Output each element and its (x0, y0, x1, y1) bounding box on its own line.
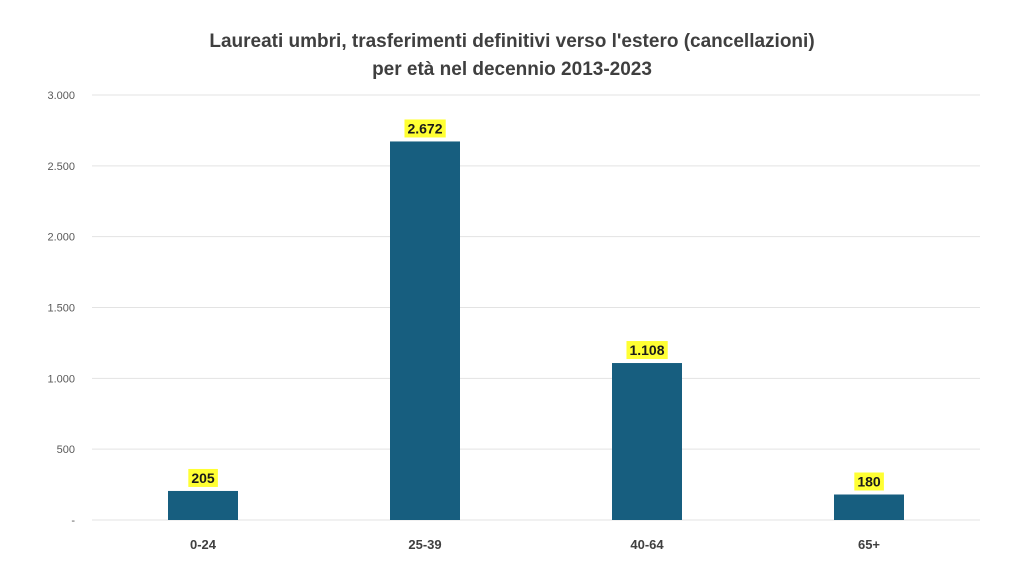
y-tick-label: 500 (57, 444, 75, 456)
bar (168, 490, 238, 520)
data-label-text: 1.108 (629, 342, 664, 358)
y-tick-label: 1.000 (47, 373, 75, 385)
data-label-text: 205 (191, 470, 215, 486)
data-label-highlight (188, 468, 218, 487)
chart-title-line-2: per età nel decennio 2013-2023 (372, 59, 652, 80)
data-label: 2.672 (404, 119, 446, 138)
x-axis-categories: 0-24 25-39 40-64 65+ (190, 537, 880, 552)
bar (834, 494, 904, 520)
data-label: 1.108 (626, 341, 668, 360)
data-label-highlight (626, 341, 668, 360)
x-category-label: 40-64 (630, 537, 664, 552)
y-tick-label: 3.000 (47, 90, 75, 102)
bar (612, 363, 682, 520)
gridlines (92, 94, 980, 521)
data-label-text: 180 (857, 474, 881, 490)
y-tick-label: 2.000 (47, 232, 75, 244)
x-category-label: 0-24 (190, 537, 217, 552)
data-labels: 205 2.672 1.108 180 (188, 119, 884, 491)
x-category-label: 25-39 (408, 537, 441, 552)
data-label-highlight (854, 472, 884, 491)
y-tick-label: 2.500 (47, 161, 75, 173)
y-axis-ticks: - 500 1.000 1.500 2.000 2.500 3.000 (47, 90, 75, 527)
x-category-label: 65+ (858, 537, 880, 552)
bar (390, 141, 460, 520)
data-label: 205 (188, 468, 218, 487)
y-tick-label: 1.500 (47, 303, 75, 315)
y-tick-label: - (71, 515, 75, 527)
data-label-highlight (404, 119, 446, 138)
chart-title-line-1: Laureati umbri, trasferimenti definitivi… (209, 31, 815, 52)
data-label-text: 2.672 (407, 120, 442, 136)
data-label: 180 (854, 472, 884, 491)
bars (168, 141, 904, 520)
